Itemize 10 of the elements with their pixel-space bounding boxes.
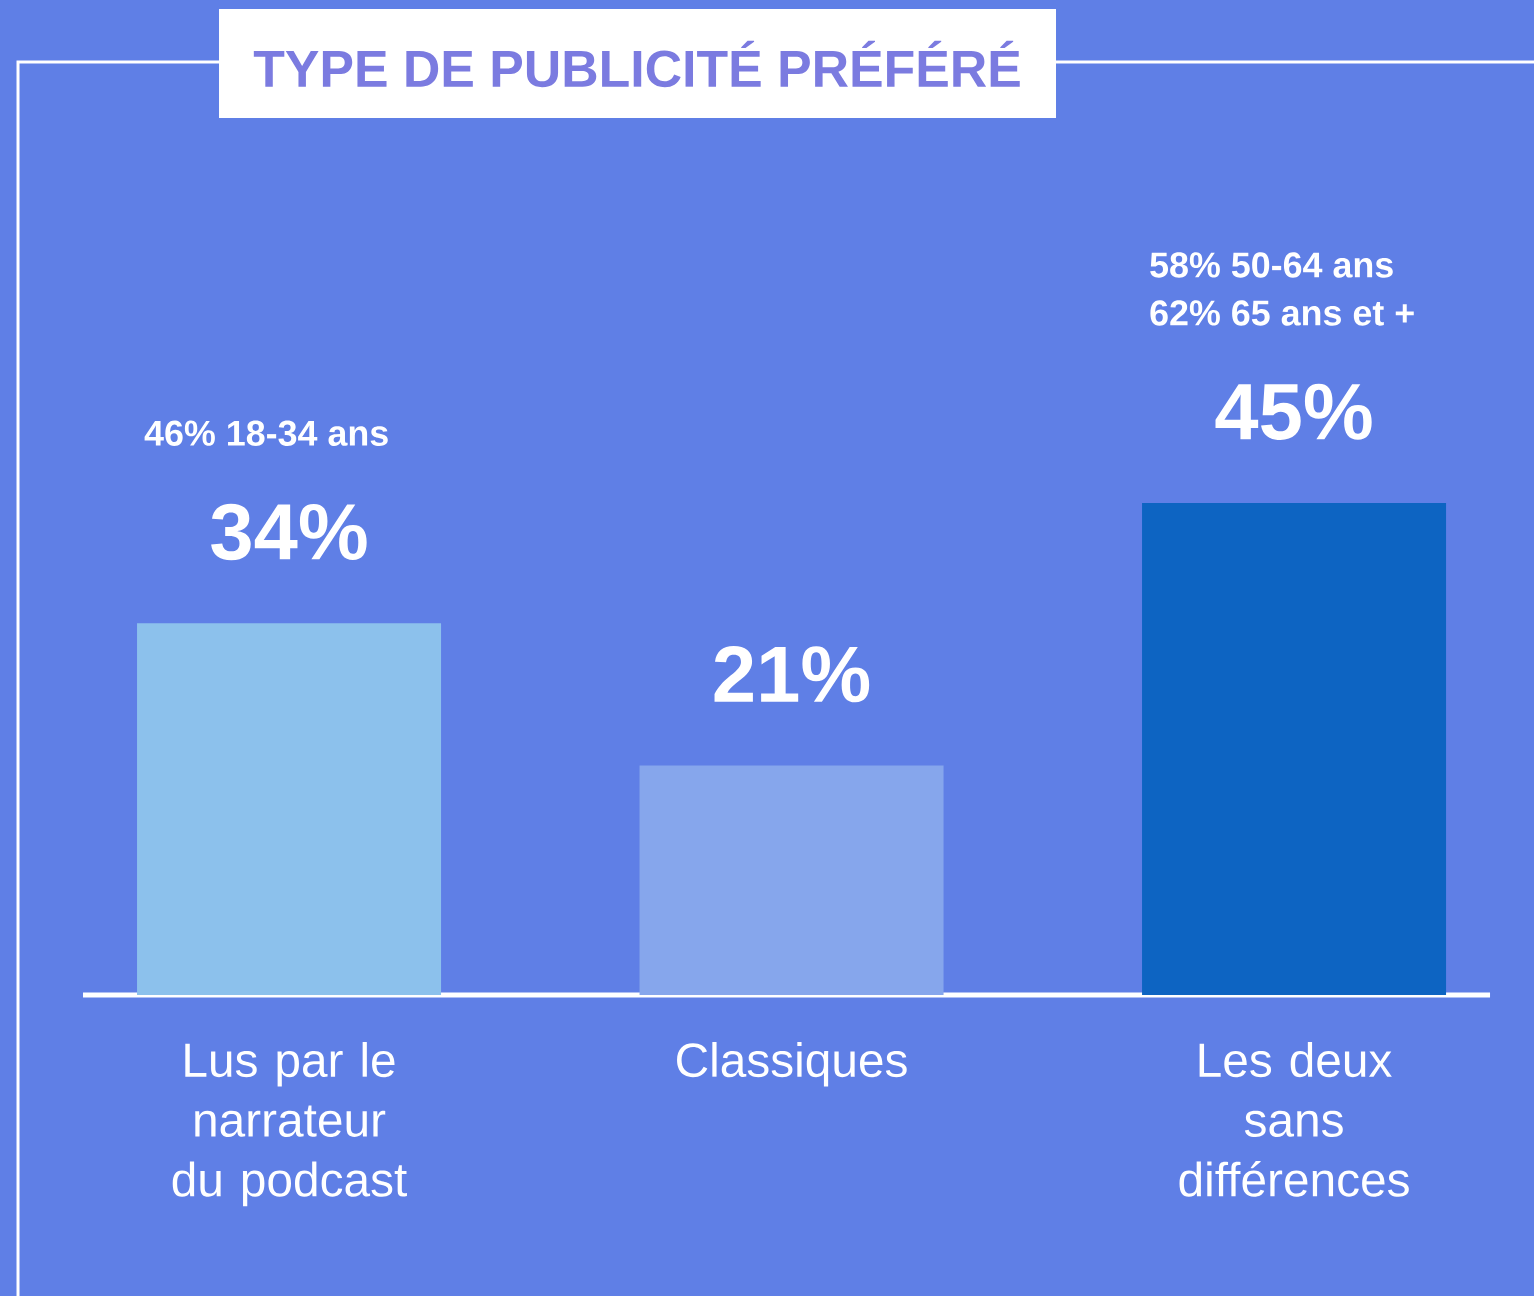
data-label: 34% (211, 503, 367, 561)
chart-title: TYPE DE PUBLICITÉ PRÉFÉRÉ (253, 40, 1020, 88)
data-label: 45% (1215, 383, 1372, 440)
text: 58% 50-64 ans (1150, 252, 1393, 278)
x-tick-label: Lus par le narrateur du podcast (172, 1042, 407, 1207)
text: 62% 65 ans et + (1150, 300, 1414, 326)
text: 46% 18-34 ans (144, 420, 388, 446)
x-tick-label: Les deux sans différences (1179, 1042, 1409, 1197)
x-tick-label: Classiques (677, 1042, 907, 1087)
data-label: 21% (714, 646, 870, 703)
